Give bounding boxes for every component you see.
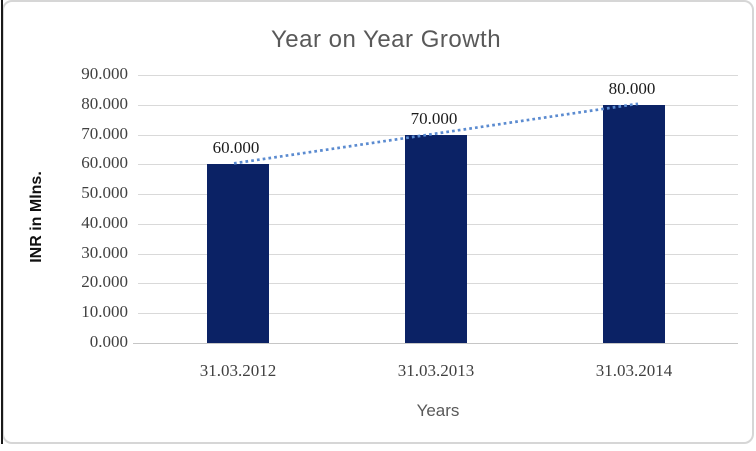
chart-title: Year on Year Growth — [270, 26, 502, 53]
bar-31.03.2013 — [405, 134, 467, 343]
bar-31.03.2014 — [603, 104, 665, 343]
data-label: 80.000 — [608, 78, 656, 98]
y-tick-label: 80.000 — [81, 94, 128, 113]
bar-31.03.2012 — [207, 164, 269, 343]
data-label: 70.000 — [410, 108, 458, 128]
y-tick-label: 60.000 — [81, 153, 128, 172]
x-tick-label: 31.03.2014 — [595, 361, 673, 380]
gridline — [138, 75, 738, 76]
x-axis-line — [133, 343, 738, 344]
left-edge-line — [1, 0, 3, 444]
y-tick-label: 90.000 — [81, 64, 128, 83]
y-tick-label: 20.000 — [81, 272, 128, 291]
x-tick-label: 31.03.2013 — [397, 361, 475, 380]
y-tick-label: 50.000 — [81, 183, 128, 202]
y-tick-label: 70.000 — [81, 124, 128, 143]
y-tick-label: 0.000 — [89, 332, 128, 351]
x-axis-title: Years — [416, 401, 460, 420]
data-label: 60.000 — [212, 138, 260, 158]
y-tick-label: 30.000 — [81, 243, 128, 262]
y-axis-title: INR in Mlns. — [28, 171, 45, 263]
y-tick-label: 40.000 — [81, 213, 128, 232]
x-tick-label: 31.03.2012 — [199, 361, 277, 380]
y-tick-label: 10.000 — [81, 302, 128, 321]
